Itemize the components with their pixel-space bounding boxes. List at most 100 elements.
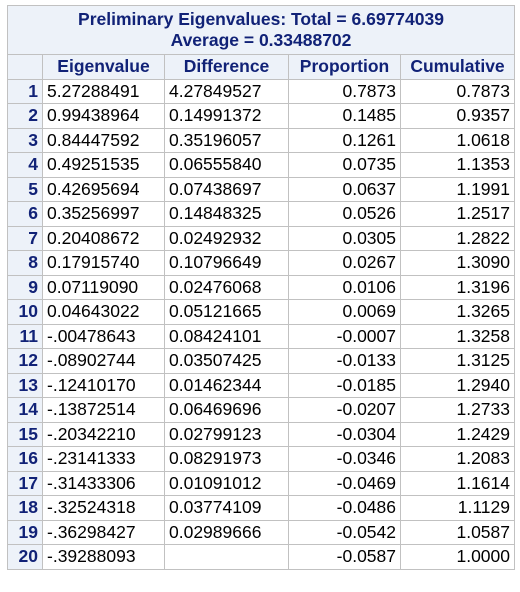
- row-number-cell: 15: [7, 421, 43, 447]
- cumulative-cell: 1.2517: [400, 201, 515, 227]
- cumulative-cell: 0.9357: [400, 103, 515, 129]
- cumulative-cell: 1.3258: [400, 323, 515, 349]
- row-number-cell: 2: [7, 103, 43, 129]
- eigenvalue-cell: -.36298427: [42, 519, 165, 545]
- row-number-cell: 1: [7, 78, 43, 104]
- row-number-cell: 14: [7, 397, 43, 423]
- table-row: 20 -.39288093 -0.0587 1.0000: [7, 544, 515, 570]
- difference-cell: 0.10796649: [164, 250, 289, 276]
- difference-cell: 0.08424101: [164, 323, 289, 349]
- cumulative-cell: 0.7873: [400, 78, 515, 104]
- row-number-cell: 20: [7, 544, 43, 570]
- table-row: 5 0.42695694 0.07438697 0.0637 1.1991: [7, 176, 515, 202]
- eigenvalue-cell: -.20342210: [42, 421, 165, 447]
- proportion-cell: 0.1485: [288, 103, 401, 129]
- eigenvalue-cell: -.39288093: [42, 544, 165, 570]
- table-row: 3 0.84447592 0.35196057 0.1261 1.0618: [7, 127, 515, 153]
- proportion-cell: 0.7873: [288, 78, 401, 104]
- eigenvalue-cell: 0.17915740: [42, 250, 165, 276]
- table-row: 7 0.20408672 0.02492932 0.0305 1.2822: [7, 225, 515, 251]
- cumulative-cell: 1.3125: [400, 348, 515, 374]
- row-number-cell: 16: [7, 446, 43, 472]
- difference-cell: 0.06555840: [164, 152, 289, 178]
- cumulative-cell: 1.2940: [400, 372, 515, 398]
- cumulative-cell: 1.2822: [400, 225, 515, 251]
- difference-cell: 0.03507425: [164, 348, 289, 374]
- row-number-cell: 3: [7, 127, 43, 153]
- difference-cell: 0.01462344: [164, 372, 289, 398]
- difference-cell: 4.27849527: [164, 78, 289, 104]
- proportion-cell: -0.0007: [288, 323, 401, 349]
- row-number-cell: 19: [7, 519, 43, 545]
- eigenvalue-cell: -.00478643: [42, 323, 165, 349]
- eigenvalue-table: Preliminary Eigenvalues: Total = 6.69774…: [7, 5, 515, 570]
- eigenvalue-cell: -.13872514: [42, 397, 165, 423]
- eigenvalue-cell: 5.27288491: [42, 78, 165, 104]
- eigenvalue-cell: 0.20408672: [42, 225, 165, 251]
- difference-cell: 0.06469696: [164, 397, 289, 423]
- eigenvalue-cell: 0.42695694: [42, 176, 165, 202]
- difference-cell: 0.03774109: [164, 495, 289, 521]
- cumulative-cell: 1.1614: [400, 470, 515, 496]
- cumulative-cell: 1.1353: [400, 152, 515, 178]
- table-row: 19 -.36298427 0.02989666 -0.0542 1.0587: [7, 519, 515, 545]
- table-row: 18 -.32524318 0.03774109 -0.0486 1.1129: [7, 495, 515, 521]
- table-row: 10 0.04643022 0.05121665 0.0069 1.3265: [7, 299, 515, 325]
- eigenvalue-cell: 0.04643022: [42, 299, 165, 325]
- proportion-cell: 0.0305: [288, 225, 401, 251]
- eigenvalue-cell: 0.99438964: [42, 103, 165, 129]
- table-row: 14 -.13872514 0.06469696 -0.0207 1.2733: [7, 397, 515, 423]
- cumulative-cell: 1.2733: [400, 397, 515, 423]
- row-number-cell: 18: [7, 495, 43, 521]
- eigenvalue-cell: 0.49251535: [42, 152, 165, 178]
- row-number-cell: 8: [7, 250, 43, 276]
- proportion-cell: 0.0106: [288, 274, 401, 300]
- table-row: 12 -.08902744 0.03507425 -0.0133 1.3125: [7, 348, 515, 374]
- table-title-line1: Preliminary Eigenvalues: Total = 6.69774…: [78, 9, 444, 29]
- cumulative-cell: 1.1991: [400, 176, 515, 202]
- difference-cell: 0.07438697: [164, 176, 289, 202]
- table-row: 1 5.27288491 4.27849527 0.7873 0.7873: [7, 78, 515, 104]
- row-number-cell: 4: [7, 152, 43, 178]
- table-title-row: Preliminary Eigenvalues: Total = 6.69774…: [7, 5, 515, 55]
- table-row: 17 -.31433306 0.01091012 -0.0469 1.1614: [7, 470, 515, 496]
- table-row: 4 0.49251535 0.06555840 0.0735 1.1353: [7, 152, 515, 178]
- row-number-cell: 10: [7, 299, 43, 325]
- eigenvalue-cell: 0.07119090: [42, 274, 165, 300]
- proportion-cell: 0.0526: [288, 201, 401, 227]
- eigenvalue-cell: -.12410170: [42, 372, 165, 398]
- table-title: Preliminary Eigenvalues: Total = 6.69774…: [7, 5, 515, 55]
- cumulative-cell: 1.2083: [400, 446, 515, 472]
- proportion-cell: -0.0133: [288, 348, 401, 374]
- difference-cell: 0.02492932: [164, 225, 289, 251]
- row-number-cell: 12: [7, 348, 43, 374]
- row-number-cell: 5: [7, 176, 43, 202]
- proportion-cell: -0.0542: [288, 519, 401, 545]
- column-header-corner: [7, 54, 43, 80]
- table-row: 16 -.23141333 0.08291973 -0.0346 1.2083: [7, 446, 515, 472]
- column-header-difference: Difference: [164, 54, 289, 80]
- row-number-cell: 13: [7, 372, 43, 398]
- proportion-cell: -0.0486: [288, 495, 401, 521]
- table-row: 6 0.35256997 0.14848325 0.0526 1.2517: [7, 201, 515, 227]
- proportion-cell: -0.0587: [288, 544, 401, 570]
- proportion-cell: 0.0735: [288, 152, 401, 178]
- eigenvalue-cell: 0.35256997: [42, 201, 165, 227]
- difference-cell: 0.01091012: [164, 470, 289, 496]
- proportion-cell: 0.1261: [288, 127, 401, 153]
- column-header-proportion: Proportion: [288, 54, 401, 80]
- proportion-cell: -0.0185: [288, 372, 401, 398]
- table-row: 9 0.07119090 0.02476068 0.0106 1.3196: [7, 274, 515, 300]
- cumulative-cell: 1.3265: [400, 299, 515, 325]
- difference-cell: 0.08291973: [164, 446, 289, 472]
- cumulative-cell: 1.3090: [400, 250, 515, 276]
- cumulative-cell: 1.0618: [400, 127, 515, 153]
- difference-cell: 0.05121665: [164, 299, 289, 325]
- difference-cell: [164, 544, 289, 570]
- eigenvalue-cell: -.23141333: [42, 446, 165, 472]
- table-row: 2 0.99438964 0.14991372 0.1485 0.9357: [7, 103, 515, 129]
- cumulative-cell: 1.1129: [400, 495, 515, 521]
- row-number-cell: 9: [7, 274, 43, 300]
- column-header-cumulative: Cumulative: [400, 54, 515, 80]
- proportion-cell: -0.0304: [288, 421, 401, 447]
